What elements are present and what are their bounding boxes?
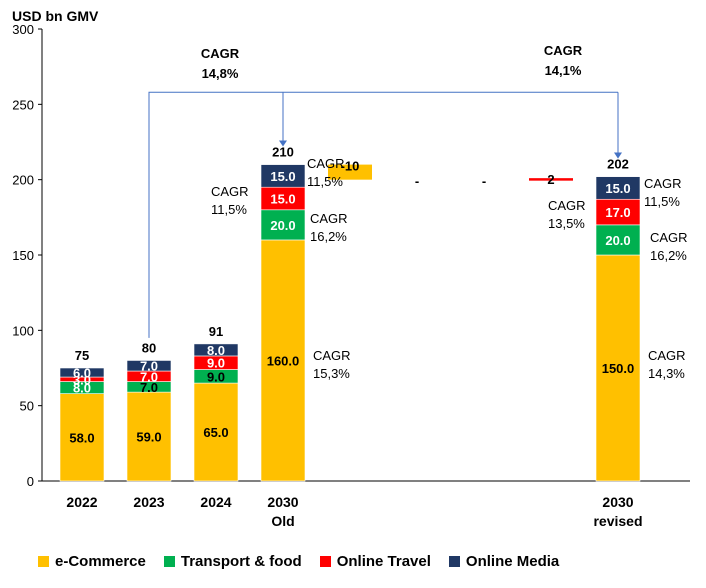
bar-segment (59, 393, 105, 482)
cagr-old-media-title: CAGR (307, 156, 345, 171)
bar-segment (260, 209, 306, 241)
bar-segment-label: 65.0 (203, 425, 228, 440)
legend: e-Commerce Transport & food Online Travel O… (38, 553, 577, 570)
bar-segment-label: 59.0 (136, 430, 161, 445)
x-tick-label: 2030 (602, 494, 633, 510)
legend-label: Online Media (465, 553, 560, 570)
bar-segment (193, 382, 239, 482)
x-tick-label: 2023 (133, 494, 164, 510)
bar-segment (260, 239, 306, 482)
y-tick-label: 0 (27, 474, 34, 489)
bridge-bar (529, 178, 573, 181)
legend-swatch (163, 556, 175, 567)
cagr-old-media-value: 11,5% (307, 174, 343, 189)
bar-segment-label: 7.0 (140, 359, 158, 374)
legend-item: Online Travel (319, 553, 431, 570)
cagr-revised-media-title: CAGR (644, 176, 682, 191)
bar-segment-label: 7.0 (140, 380, 158, 395)
x-tick-label: 2022 (66, 494, 97, 510)
cagr-revised-transport-value: 16,2% (650, 248, 687, 263)
legend-item: e-Commerce (38, 553, 146, 570)
bar-segment (595, 198, 641, 226)
bar-segment (595, 176, 641, 200)
bar-segment (193, 343, 239, 357)
cagr-old-transport-title: CAGR (310, 211, 348, 226)
bar-segment-label: 20.0 (605, 233, 630, 248)
cagr-revised-ecommerce-title: CAGR (648, 348, 686, 363)
cagr-old-transport-value: 16,2% (310, 229, 347, 244)
legend-swatch (319, 556, 331, 567)
y-tick-label: 200 (12, 173, 34, 188)
bar-segment (59, 367, 105, 378)
bar-segment (126, 360, 172, 372)
legend-label: e-Commerce (55, 553, 146, 570)
bar-segment-label: 8.0 (73, 381, 91, 396)
bar-segment-label: 9.0 (207, 369, 225, 384)
y-tick-label: 50 (20, 399, 34, 414)
bridge-label: - (482, 174, 486, 189)
y-axis-title: USD bn GMV (12, 8, 99, 24)
y-tick-label: 300 (12, 22, 34, 37)
bar-segment-label: 8.0 (207, 343, 225, 358)
x-tick-label: 2024 (200, 494, 231, 510)
cagr-revised-media-value: 11,5% (644, 194, 680, 209)
bar-total-label: 91 (209, 324, 223, 339)
cagr-connector-line (148, 91, 618, 338)
bar-segment-label: 15.0 (270, 192, 295, 207)
cagr-old-ecommerce-value: 15,3% (313, 366, 350, 381)
bar-segment-label: 17.0 (605, 205, 630, 220)
cagr-revised-ecommerce-value: 14,3% (648, 366, 685, 381)
y-tick-label: 100 (12, 323, 34, 338)
x-tick-label: 2030 (267, 494, 298, 510)
legend-item: Online Media (448, 553, 560, 570)
legend-swatch (448, 556, 460, 567)
bar-segment-label: 15.0 (605, 181, 630, 196)
y-tick-label: 250 (12, 97, 34, 112)
stacked-bar-chart: USD bn GMV 0 50 100 150 200 250 300 CAGR 14,8% CAG… (12, 8, 690, 529)
bar-segment-label: 150.0 (602, 361, 635, 376)
x-tick-label-line2: Old (271, 513, 294, 529)
bar-segment (595, 254, 641, 482)
x-tick-label-line2: revised (593, 513, 642, 529)
legend-swatch (38, 556, 49, 567)
bar-total-label: 75 (75, 348, 89, 363)
cagr-arrow-old-head (279, 140, 287, 147)
cagr-old-ecommerce-title: CAGR (313, 348, 351, 363)
legend-label: Online Travel (336, 553, 431, 570)
bar-total-label: 202 (607, 157, 629, 172)
bar-total-label: 80 (142, 340, 156, 355)
cagr-arrow-revised-head (614, 152, 622, 159)
bar-segment (260, 164, 306, 188)
bar-total-label: 210 (272, 145, 294, 160)
cagr-total-revised-title: CAGR (544, 43, 583, 58)
bridge-bar (328, 164, 372, 180)
bridge-label: 2 (547, 172, 554, 187)
bar-segment-label: 20.0 (270, 218, 295, 233)
cagr-revised-travel-title: CAGR (548, 198, 586, 213)
cagr-old-travel-value: 11,5% (211, 202, 247, 217)
bar-segment-label: 9.0 (207, 356, 225, 371)
bar-segment (595, 224, 641, 256)
y-tick-label: 150 (12, 248, 34, 263)
cagr-total-old-title: CAGR (201, 46, 240, 61)
cagr-revised-transport-title: CAGR (650, 230, 688, 245)
bar-segment-label: 7.0 (140, 369, 158, 384)
bar-segment-label: 6.0 (73, 366, 91, 381)
cagr-total-old-value: 14,8% (202, 66, 239, 81)
cagr-total-revised-value: 14,1% (545, 63, 582, 78)
bridge-label: -10 (341, 159, 360, 174)
bar-segment-label: 58.0 (69, 430, 94, 445)
cagr-old-travel-title: CAGR (211, 184, 249, 199)
cagr-revised-travel-value: 13,5% (548, 216, 585, 231)
legend-item: Transport & food (163, 553, 302, 570)
bridge-label: - (415, 174, 419, 189)
bar-segment-label: 15.0 (270, 169, 295, 184)
bar-segment-label: 160.0 (267, 353, 300, 368)
legend-label: Transport & food (180, 553, 302, 570)
